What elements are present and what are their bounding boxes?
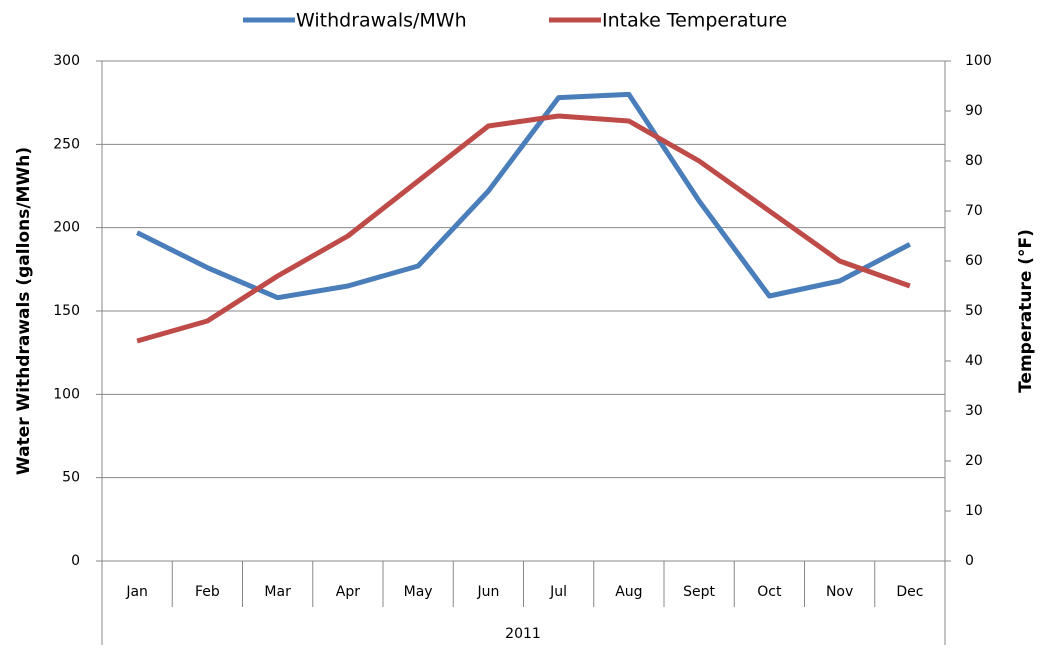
legend-label: Intake Temperature	[602, 10, 787, 32]
x-tick-label: Aug	[615, 584, 642, 600]
y-axis-label: Water Withdrawals (gallons/MWh)	[14, 147, 34, 475]
y2-tick-label: 100	[965, 53, 992, 69]
y2-tick-label: 60	[965, 253, 983, 269]
x-tick-label: Mar	[264, 584, 291, 600]
x-tick-label: Jul	[549, 584, 567, 600]
y2-tick-label: 30	[965, 403, 983, 419]
y-tick-label: 300	[53, 53, 80, 69]
x-tick-label: Sept	[683, 584, 715, 600]
y2-axis-label: Temperature (°F)	[1016, 229, 1036, 393]
x-axis-label: 2011	[505, 626, 541, 642]
y2-tick-label: 90	[965, 103, 983, 119]
x-tick-label: Dec	[896, 584, 923, 600]
legend-label: Withdrawals/MWh	[296, 10, 467, 32]
y2-tick-label: 0	[965, 553, 974, 569]
x-tick-label: Oct	[757, 584, 782, 600]
x-tick-label: Feb	[195, 584, 220, 600]
x-tick-label: Jun	[476, 584, 499, 600]
y2-tick-label: 20	[965, 453, 983, 469]
y-tick-label: 250	[53, 136, 80, 152]
y-tick-label: 100	[53, 386, 80, 402]
series-line	[136, 113, 911, 344]
y-tick-label: 150	[53, 303, 80, 319]
series-line	[136, 91, 912, 301]
y2-tick-label: 40	[965, 353, 983, 369]
x-tick-label: May	[404, 584, 433, 600]
x-tick-label: Jan	[125, 584, 148, 600]
x-tick-label: Apr	[336, 584, 360, 600]
y2-tick-label: 50	[965, 303, 983, 319]
y-tick-label: 0	[71, 553, 80, 569]
y2-tick-label: 80	[965, 153, 983, 169]
y2-tick-label: 70	[965, 203, 983, 219]
x-tick-label: Nov	[826, 584, 853, 600]
y-tick-label: 200	[53, 220, 80, 236]
y2-tick-label: 10	[965, 503, 983, 519]
y-tick-label: 50	[62, 470, 80, 486]
